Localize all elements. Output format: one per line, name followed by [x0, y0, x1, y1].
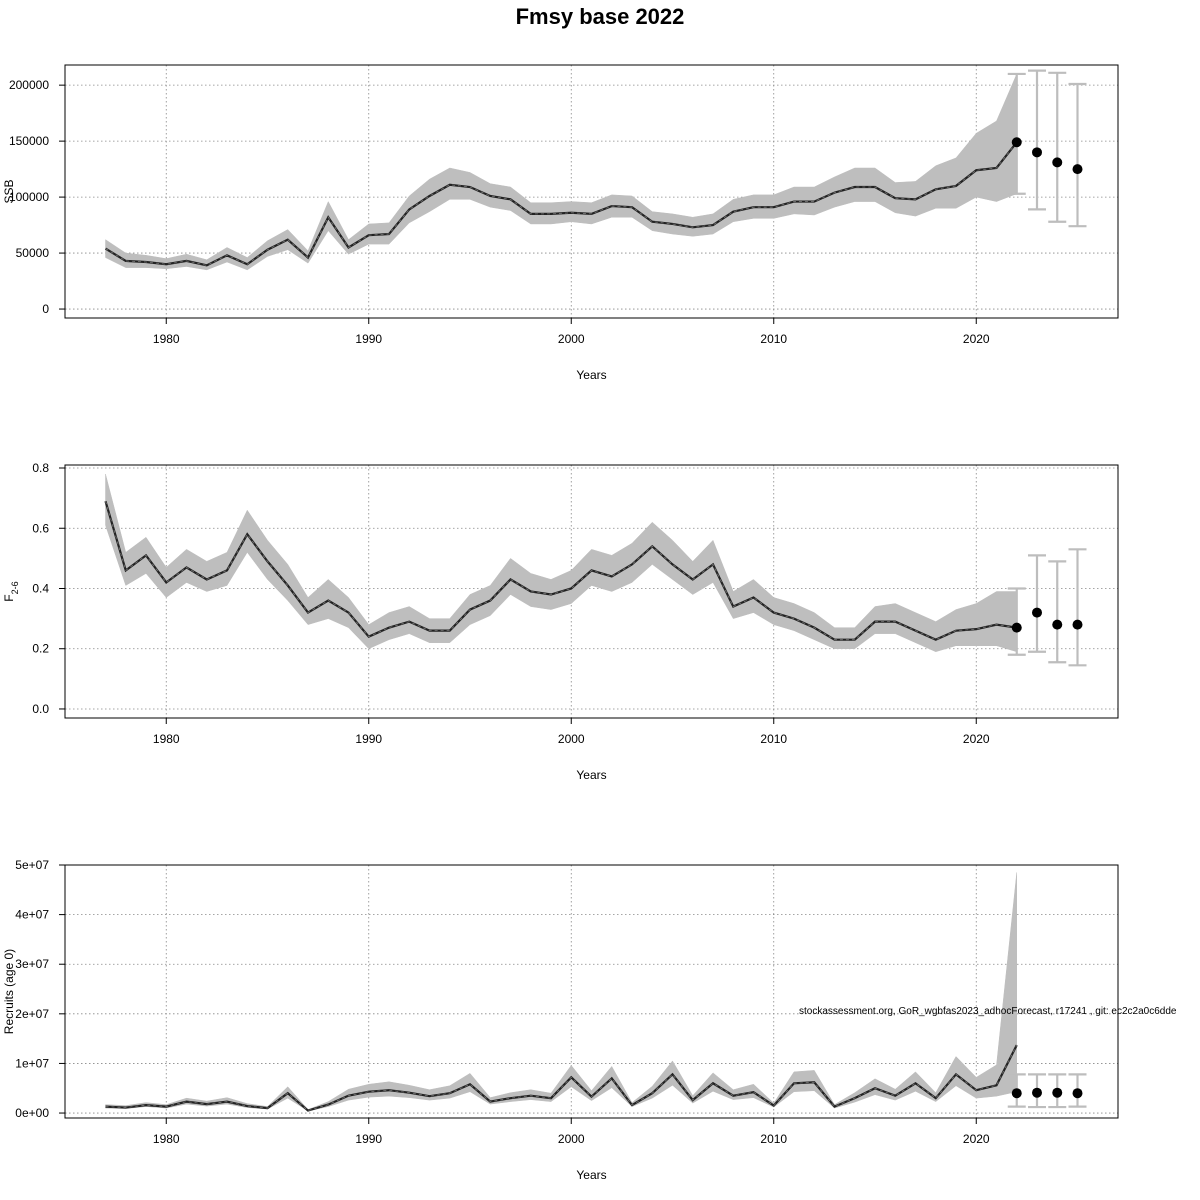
- y-axis-title: Recruits (age 0): [2, 949, 16, 1034]
- ssb-plot-frame: [64, 64, 1119, 319]
- recruits-estimate-line: [105, 1044, 1018, 1112]
- y-tick-label: 0: [42, 302, 49, 316]
- x-tick-label: 1980: [153, 332, 180, 346]
- y-tick-label: 5e+07: [15, 858, 49, 872]
- forecast-point: [1011, 1088, 1022, 1099]
- y-axis-title-subscript: 2-6: [10, 581, 20, 594]
- y-tick-label: 3e+07: [15, 957, 49, 971]
- y-tick-label: 150000: [9, 134, 49, 148]
- x-tick-label: 2000: [558, 732, 585, 746]
- y-tick-label: 0.6: [32, 521, 49, 535]
- x-tick-label: 1990: [355, 332, 382, 346]
- recruits-estimate-line-dash: [105, 1044, 1018, 1112]
- chart-title: Fmsy base 2022: [515, 4, 685, 29]
- recruits-confidence-band: [105, 872, 1017, 1112]
- ssb-estimate-line-dash: [105, 141, 1018, 266]
- y-tick-label: 4e+07: [15, 908, 49, 922]
- fbar-plot-frame: [64, 464, 1119, 719]
- forecast-point: [1072, 619, 1083, 630]
- x-tick-label: 2000: [558, 332, 585, 346]
- y-tick-label: 1e+07: [15, 1056, 49, 1070]
- x-tick-label: 2010: [760, 732, 787, 746]
- fbar-panel: 1980 1990 2000 2010 2020 0.0 0.2 0.4 0.6 0.8 Years…: [2, 461, 1119, 782]
- forecast-point: [1072, 164, 1083, 175]
- forecast-point: [1052, 1087, 1063, 1098]
- x-tick-label: 1980: [153, 732, 180, 746]
- x-tick-label: 2020: [963, 732, 990, 746]
- y-tick-label: 0.8: [32, 461, 49, 475]
- footnote-text: stockassessment.org, GoR_wgbfas2023_adho…: [799, 1006, 1177, 1017]
- forecast-point: [1011, 622, 1022, 633]
- y-tick-label: 200000: [9, 78, 49, 92]
- fbar-confidence-band: [105, 473, 1017, 653]
- x-tick-label: 1990: [355, 732, 382, 746]
- recruits-panel: 1980 1990 2000 2010 2020 0e+00 1e+07 2e+07 3e+07…: [2, 858, 1119, 1182]
- ssb-panel: 1980 1990 2000 2010 2020 0 50000 100000 150000 20…: [2, 64, 1119, 382]
- y-axis-title: SSB: [2, 179, 16, 203]
- x-axis-title: Years: [576, 368, 606, 382]
- y-tick-label: 0.0: [32, 702, 49, 716]
- x-tick-label: 2010: [760, 1132, 787, 1146]
- forecast-point: [1032, 607, 1042, 618]
- y-axis-title: F2-6: [2, 581, 20, 601]
- forecast-point: [1052, 619, 1063, 630]
- x-axis-title: Years: [576, 1168, 606, 1182]
- y-tick-label: 0e+00: [15, 1106, 49, 1120]
- x-tick-label: 2020: [963, 332, 990, 346]
- recruits-plot-frame: [64, 864, 1119, 1119]
- y-tick-label: 0.2: [32, 642, 49, 656]
- x-tick-label: 1980: [153, 1132, 180, 1146]
- forecast-point: [1032, 1087, 1042, 1098]
- x-axis-title: Years: [576, 768, 606, 782]
- y-tick-label: 2e+07: [15, 1007, 49, 1021]
- x-tick-label: 1990: [355, 1132, 382, 1146]
- forecast-point: [1072, 1088, 1083, 1099]
- forecast-point: [1011, 137, 1022, 148]
- x-tick-label: 2020: [963, 1132, 990, 1146]
- forecast-point: [1052, 157, 1063, 168]
- fbar-estimate-line-dash: [105, 501, 1017, 641]
- y-tick-label: 0.4: [32, 581, 49, 595]
- y-tick-label: 50000: [16, 246, 50, 260]
- forecast-point: [1032, 147, 1042, 158]
- ssb-confidence-band: [105, 73, 1017, 271]
- x-tick-label: 2000: [558, 1132, 585, 1146]
- x-tick-label: 2010: [760, 332, 787, 346]
- y-tick-label: 100000: [9, 190, 49, 204]
